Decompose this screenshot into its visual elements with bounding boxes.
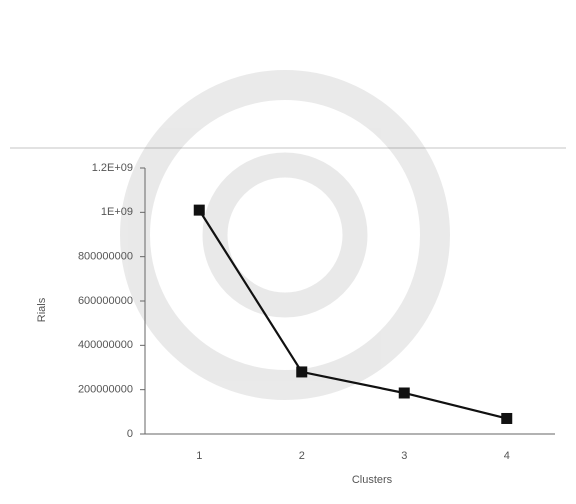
x-tick-label: 2	[299, 450, 305, 462]
y-tick-label: 0	[127, 428, 133, 440]
x-axis-title: Clusters	[352, 474, 393, 486]
y-tick-label: 1E+09	[101, 206, 133, 218]
y-tick-label: 800000000	[78, 251, 133, 263]
chart: Clusters Rials 0 200000000 400000000 600000…	[0, 0, 576, 504]
y-tick-label: 400000000	[78, 339, 133, 351]
y-tick-label: 200000000	[78, 384, 133, 396]
x-tick-label: 3	[401, 450, 407, 462]
x-tick-label: 1	[196, 450, 202, 462]
marker	[501, 413, 512, 424]
marker	[194, 205, 205, 216]
x-tick-label: 4	[504, 450, 510, 462]
y-axis-title: Rials	[36, 297, 48, 322]
y-tick-label: 600000000	[78, 295, 133, 307]
marker	[399, 387, 410, 398]
y-tick-label: 1.2E+09	[92, 162, 133, 174]
marker	[296, 366, 307, 377]
